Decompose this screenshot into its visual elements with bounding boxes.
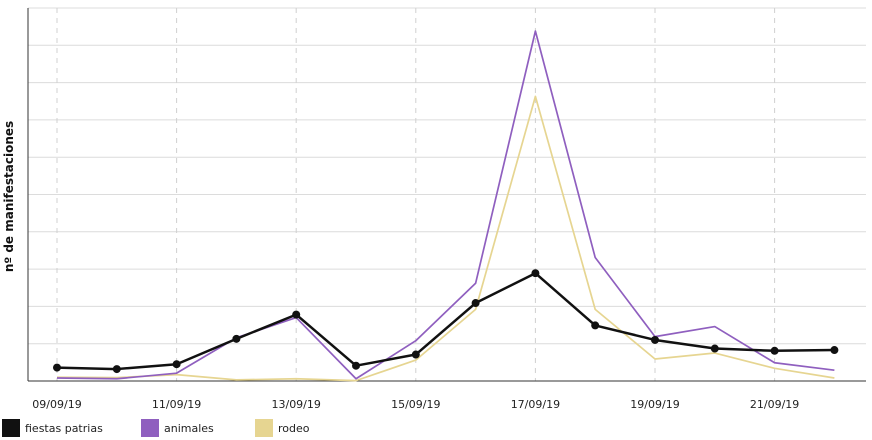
data-point-fiestas-patrias: [292, 310, 301, 319]
data-point-fiestas-patrias: [591, 321, 600, 330]
legend-swatch-animales: [141, 419, 159, 437]
x-tick-label: 19/09/19: [630, 398, 679, 411]
x-tick-label: 11/09/19: [152, 398, 201, 411]
data-point-fiestas-patrias: [830, 346, 839, 355]
data-point-fiestas-patrias: [352, 361, 360, 370]
legend-label-animales: animales: [164, 422, 214, 435]
data-point-fiestas-patrias: [112, 365, 121, 374]
data-point-fiestas-patrias: [53, 363, 61, 372]
data-point-fiestas-patrias: [172, 360, 181, 369]
x-tick-labels: 09/09/19 11/09/19 13/09/19 15/09/19 17/09/19…: [32, 398, 799, 411]
series-line-rodeo: [56, 95, 835, 382]
x-tick-label: 09/09/19: [32, 398, 81, 411]
data-point-fiestas-patrias: [531, 269, 540, 278]
legend-swatch-rodeo: [255, 419, 273, 437]
grid: [28, 7, 866, 381]
legend-label-rodeo: rodeo: [278, 422, 310, 435]
data-point-fiestas-patrias: [770, 346, 779, 355]
series-line-fiestas-patrias: [56, 271, 835, 371]
x-tick-label: 15/09/19: [391, 398, 440, 411]
x-tick-label: 21/09/19: [750, 398, 799, 411]
axes: [27, 8, 866, 382]
series-lines: [53, 30, 839, 382]
x-tick-label: 17/09/19: [511, 398, 560, 411]
legend: fiestas patrias animales rodeo: [2, 419, 310, 437]
y-axis-label: nº de manifestaciones: [2, 121, 16, 272]
legend-swatch-fiestas-patrias: [2, 419, 20, 437]
legend-label-fiestas-patrias: fiestas patrias: [25, 422, 103, 435]
data-point-fiestas-patrias: [471, 299, 480, 308]
data-point-fiestas-patrias: [411, 350, 420, 359]
x-tick-label: 13/09/19: [271, 398, 320, 411]
data-point-fiestas-patrias: [710, 344, 719, 353]
data-point-fiestas-patrias: [232, 334, 241, 343]
data-point-fiestas-patrias: [651, 335, 659, 344]
series-line-animales: [56, 30, 835, 380]
